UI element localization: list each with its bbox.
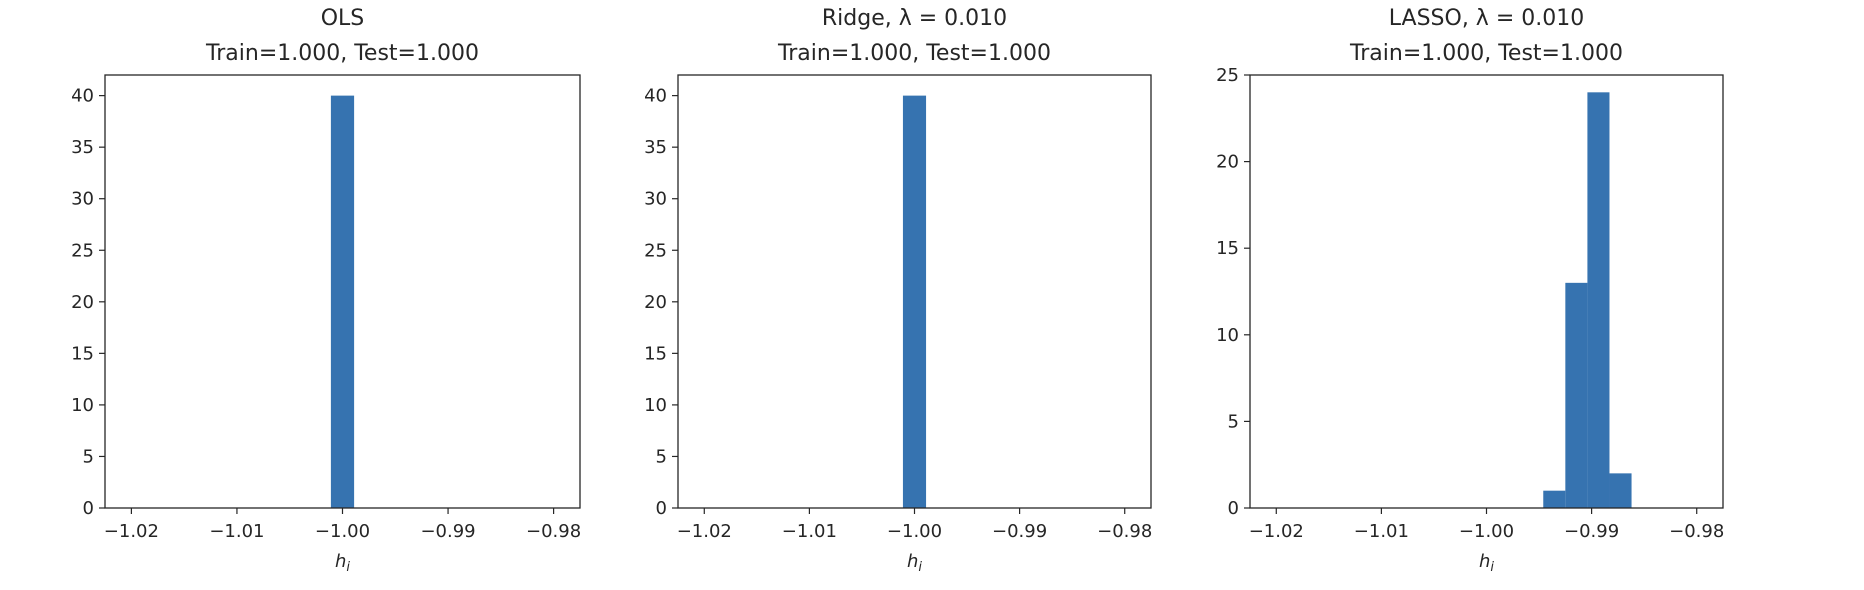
y-tick-label: 25 xyxy=(71,240,94,261)
y-tick-label: 40 xyxy=(644,86,667,107)
x-tick-label: −0.98 xyxy=(526,521,581,542)
y-tick-label: 20 xyxy=(1216,152,1239,173)
x-axis-label: hi xyxy=(1479,551,1494,575)
x-tick-label: −1.00 xyxy=(887,521,942,542)
y-tick-label: 10 xyxy=(644,395,667,416)
y-tick-label: 5 xyxy=(656,446,667,467)
chart-subtitle: Train=1.000, Test=1.000 xyxy=(1349,41,1623,66)
histogram-bar xyxy=(1543,490,1566,508)
chart-panel-2: −1.02 −1.01 −1.00 −0.99 −0.98 0 5 10 15 20 25 30 35 4… xyxy=(644,6,1152,575)
chart-subtitle: Train=1.000, Test=1.000 xyxy=(777,41,1051,66)
y-tick-label: 20 xyxy=(644,292,667,313)
y-tick-label: 0 xyxy=(83,498,94,519)
x-tick-label: −1.00 xyxy=(1459,521,1514,542)
chart-subtitle: Train=1.000, Test=1.000 xyxy=(205,41,479,66)
y-tick-label: 0 xyxy=(1228,498,1239,519)
x-axis-label: hi xyxy=(907,551,922,575)
x-tick-label: −1.02 xyxy=(104,521,159,542)
y-tick-label: 35 xyxy=(644,137,667,158)
x-axis-label: hi xyxy=(335,551,350,575)
x-tick-label: −0.98 xyxy=(1669,521,1724,542)
y-tick-label: 40 xyxy=(71,86,94,107)
chart-panel-1: −1.02 −1.01 −1.00 −0.99 −0.98 0 5 10 15 20 25 30 35 4… xyxy=(71,6,581,575)
histogram-bar xyxy=(902,95,927,508)
y-tick-label: 30 xyxy=(71,189,94,210)
x-tick-label: −1.02 xyxy=(677,521,732,542)
x-tick-label: −0.99 xyxy=(420,521,475,542)
y-tick-label: 20 xyxy=(71,292,94,313)
x-tick-label: −0.98 xyxy=(1097,521,1152,542)
histogram-bar xyxy=(1609,473,1632,508)
chart-title: OLS xyxy=(321,6,365,31)
x-tick-label: −0.99 xyxy=(992,521,1047,542)
y-tick-label: 0 xyxy=(656,498,667,519)
histogram-bar xyxy=(1565,282,1588,508)
histogram-bar xyxy=(330,95,355,508)
y-tick-label: 30 xyxy=(644,189,667,210)
y-tick-label: 5 xyxy=(83,446,94,467)
x-tick-label: −1.01 xyxy=(782,521,837,542)
histogram-bar xyxy=(1587,92,1610,508)
y-tick-label: 35 xyxy=(71,137,94,158)
x-tick-label: −1.02 xyxy=(1249,521,1304,542)
axes-frame xyxy=(1249,74,1724,509)
chart-panel-3: −1.02 −1.01 −1.00 −0.99 −0.98 0 5 10 15 20 25 LASSO… xyxy=(1216,6,1724,575)
x-tick-label: −0.99 xyxy=(1564,521,1619,542)
y-tick-label: 25 xyxy=(644,240,667,261)
x-tick-label: −1.01 xyxy=(209,521,264,542)
chart-title: LASSO, λ = 0.010 xyxy=(1389,6,1584,31)
y-tick-label: 10 xyxy=(71,395,94,416)
y-tick-label: 25 xyxy=(1216,65,1239,86)
chart-title: Ridge, λ = 0.010 xyxy=(822,6,1007,31)
y-tick-label: 15 xyxy=(71,343,94,364)
x-tick-label: −1.00 xyxy=(315,521,370,542)
y-tick-label: 15 xyxy=(1216,238,1239,259)
x-tick-label: −1.01 xyxy=(1354,521,1409,542)
y-tick-label: 5 xyxy=(1228,411,1239,432)
y-tick-label: 10 xyxy=(1216,325,1239,346)
y-tick-label: 15 xyxy=(644,343,667,364)
